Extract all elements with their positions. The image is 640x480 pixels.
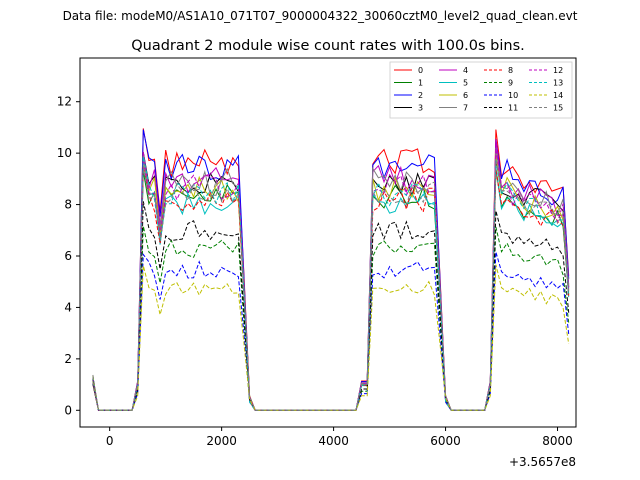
plot-frame <box>79 57 577 428</box>
plot-lines <box>92 128 570 411</box>
legend-label-4: 4 <box>463 66 468 75</box>
legend-label-3: 3 <box>418 104 423 113</box>
y-tick-label: 8 <box>64 198 72 212</box>
legend-label-0: 0 <box>418 66 423 75</box>
y-axis: 0 2 4 6 8 10 12 <box>57 95 80 417</box>
legend-label-14: 14 <box>553 91 563 100</box>
legend-label-11: 11 <box>508 104 518 113</box>
x-tick-label: 4000 <box>318 434 349 448</box>
x-tick-label: 8000 <box>542 434 573 448</box>
x-tick-label: 6000 <box>430 434 461 448</box>
legend-label-13: 13 <box>553 79 563 88</box>
series-line-10 <box>92 251 570 411</box>
y-tick-label: 12 <box>57 95 72 109</box>
legend-label-5: 5 <box>463 79 468 88</box>
series-line-9 <box>92 225 570 411</box>
legend-label-15: 15 <box>553 104 563 113</box>
y-tick-label: 2 <box>64 352 72 366</box>
legend-box <box>389 61 573 119</box>
legend-label-9: 9 <box>508 79 513 88</box>
legend-label-7: 7 <box>463 104 468 113</box>
legend-label-12: 12 <box>553 66 563 75</box>
legend-label-2: 2 <box>418 91 423 100</box>
series-line-14 <box>92 264 570 411</box>
legend-label-6: 6 <box>463 91 468 100</box>
y-tick-label: 0 <box>64 403 72 417</box>
series-line-15 <box>92 160 570 411</box>
chart-title: Quadrant 2 module wise count rates with … <box>131 38 525 54</box>
legend-label-1: 1 <box>418 79 423 88</box>
x-tick-label: 0 <box>106 434 114 448</box>
legend-label-8: 8 <box>508 66 513 75</box>
data-file-label: Data file: modeM0/AS1A10_071T07_90000043… <box>63 9 578 23</box>
x-tick-label: 2000 <box>206 434 237 448</box>
x-offset-label: +3.5657e8 <box>509 455 576 469</box>
x-axis: 0 2000 4000 6000 8000 <box>106 427 573 448</box>
y-tick-label: 10 <box>57 146 72 160</box>
legend-label-10: 10 <box>508 91 518 100</box>
y-tick-label: 4 <box>64 300 72 314</box>
y-tick-label: 6 <box>64 249 72 263</box>
series-line-11 <box>92 201 570 411</box>
